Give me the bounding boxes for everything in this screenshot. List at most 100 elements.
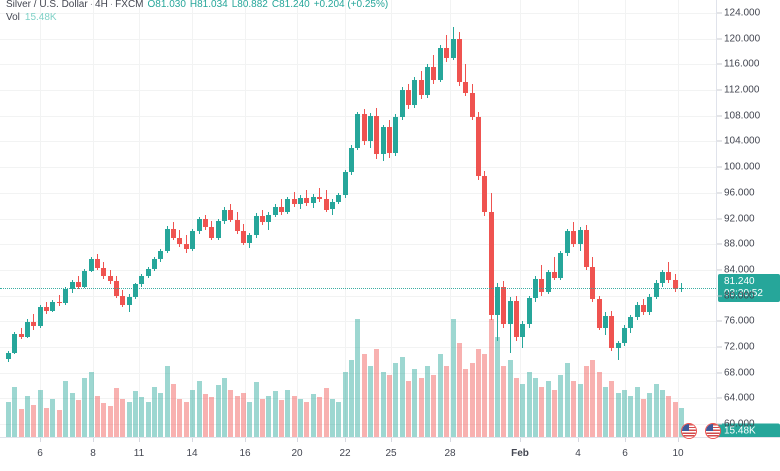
volume-bar <box>450 319 456 437</box>
candle-body <box>196 219 202 232</box>
grid-line-horizontal <box>0 167 716 168</box>
grid-lines <box>0 0 716 437</box>
volume-bar <box>177 398 183 437</box>
time-tick-label: 6 <box>622 448 628 459</box>
volume-bar <box>266 395 272 437</box>
candle-body <box>209 227 215 238</box>
volume-bar <box>482 354 488 437</box>
candle-body <box>234 219 240 231</box>
price-tick-mark <box>717 166 722 168</box>
price-tick-mark <box>717 397 722 399</box>
volume-bar <box>304 401 310 437</box>
grid-line-horizontal <box>0 39 716 40</box>
volume-bar <box>602 386 608 437</box>
time-tick-label: 10 <box>672 448 684 459</box>
candle-wick <box>319 187 321 202</box>
volume-bar <box>475 348 481 437</box>
candle-body <box>463 82 469 93</box>
candle-body <box>609 316 615 349</box>
candlestick-series <box>6 26 685 363</box>
time-tick-label: 6 <box>37 448 43 459</box>
volume-bar <box>501 366 507 437</box>
candle-body <box>291 199 297 205</box>
candle-body <box>634 304 640 318</box>
candle-body <box>437 47 443 80</box>
candle-body <box>260 215 265 223</box>
flag-canton <box>706 424 713 431</box>
volume-bar <box>514 378 519 437</box>
volume-bar <box>558 375 564 437</box>
price-axis[interactable]: 81.240 03:30:52 15.48K 124.000 120.000 116… <box>716 0 780 439</box>
volume-bar <box>253 382 259 437</box>
price-tick-mark <box>717 218 722 219</box>
time-tick-label: 28 <box>444 448 456 459</box>
candle-wick <box>509 296 511 354</box>
us-flag-icon[interactable] <box>705 423 721 439</box>
price-tick-mark <box>717 295 722 297</box>
volume-bar <box>323 388 329 437</box>
candle-wick <box>58 294 60 306</box>
time-tick-mark <box>520 438 521 442</box>
volume-bar <box>101 403 107 437</box>
candle-body <box>56 302 62 304</box>
candle-body <box>526 298 532 324</box>
price-tick-label: 120.000 <box>724 33 761 45</box>
candle-body <box>69 282 75 290</box>
price-tick-label: 108.000 <box>724 110 761 122</box>
grid-line-horizontal <box>0 244 716 245</box>
candle-wick <box>554 257 556 281</box>
price-tick-label: 72.000 <box>724 341 755 353</box>
candle-body <box>602 316 608 328</box>
candle-body <box>660 272 666 283</box>
candle-body <box>425 66 431 96</box>
grid-line-horizontal <box>0 373 716 374</box>
current-price-line <box>0 287 716 289</box>
candle-wick <box>185 235 187 253</box>
time-tick-mark <box>391 438 392 442</box>
candle-body <box>501 286 507 324</box>
volume-bar <box>37 389 43 437</box>
candle-body <box>374 115 380 155</box>
volume-bar <box>412 369 418 437</box>
volume-bar <box>666 395 672 437</box>
price-tick-mark <box>717 372 722 374</box>
grid-line-horizontal <box>0 193 716 194</box>
time-axis[interactable]: 6 8 11 14 16 20 22 25 28 Feb 4 6 10 <box>0 437 780 471</box>
candle-body <box>152 258 158 270</box>
candle-body <box>6 352 11 359</box>
candle-body <box>44 307 50 312</box>
volume-bar <box>437 354 443 437</box>
candle-body <box>393 116 399 153</box>
price-tick-mark <box>717 346 722 348</box>
chart-plot-area[interactable] <box>0 0 716 437</box>
candle-body <box>202 219 208 228</box>
volume-bar <box>113 388 119 437</box>
price-tick-label: 92.000 <box>724 213 755 224</box>
price-tick-label: 116.000 <box>724 58 760 70</box>
grid-line-horizontal <box>0 398 716 399</box>
candle-body <box>583 230 589 268</box>
time-tick-mark <box>245 438 246 442</box>
time-tick-label: 14 <box>186 448 198 459</box>
price-tick-mark <box>717 12 722 14</box>
volume-bar <box>126 401 132 437</box>
price-tick-mark <box>717 320 722 322</box>
volume-bar <box>488 319 494 437</box>
volume-bar <box>520 383 526 437</box>
candle-body <box>431 66 437 80</box>
candle-body <box>361 114 367 142</box>
price-tick-label: 96.000 <box>724 187 755 199</box>
volume-bar <box>628 395 634 437</box>
candle-body <box>615 343 621 349</box>
candle-body <box>558 253 564 278</box>
candle-body <box>545 272 551 292</box>
time-tick-label: 20 <box>291 448 303 459</box>
us-flag-icon[interactable] <box>681 423 697 439</box>
volume-bar <box>526 372 532 437</box>
volume-bar <box>31 404 37 437</box>
flag-canton <box>682 424 689 431</box>
volume-bar <box>641 398 646 437</box>
volume-bar <box>672 401 678 437</box>
time-tick-mark <box>625 438 626 442</box>
